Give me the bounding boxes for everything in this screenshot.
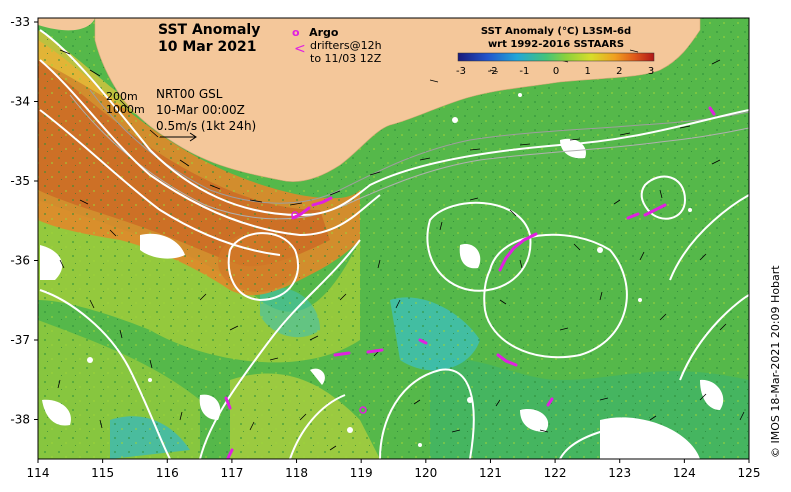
bathymetry-1000m xyxy=(69,94,749,220)
drifter-symbol-icon: < xyxy=(294,41,306,57)
colorbar-tick-label: 1 xyxy=(584,66,591,77)
x-tick-label: 116 xyxy=(156,466,179,480)
colorbar-title-line2: wrt 1992-2016 SSTAARS xyxy=(487,39,625,50)
x-tick-label: 117 xyxy=(220,466,243,480)
x-tick-label: 114 xyxy=(27,466,50,480)
x-tick-label: 122 xyxy=(544,466,567,480)
colorbar-tick-label: 3 xyxy=(647,66,655,77)
x-tick-label: 125 xyxy=(738,466,761,480)
x-tick-label: 118 xyxy=(285,466,308,480)
x-tick-label: 123 xyxy=(608,466,631,480)
contour-1000m-label: 1000m xyxy=(106,103,145,116)
colorbar xyxy=(457,52,655,62)
argo-label: Argo xyxy=(309,26,339,39)
current-vectors xyxy=(57,49,745,451)
colorbar-title: SST Anomaly (°C) L3SM-6d wrt 1992-2016 S… xyxy=(458,25,654,51)
x-tick-label: 121 xyxy=(479,466,502,480)
map-title: SST Anomaly 10 Mar 2021 xyxy=(158,22,260,56)
nrt-timestamp: 10-Mar 00:00Z xyxy=(156,103,245,117)
colorbar-tick-label: -2 xyxy=(487,66,498,77)
bathymetry-200m xyxy=(89,89,749,204)
title-line1: SST Anomaly xyxy=(158,22,261,38)
map-plot-area xyxy=(38,18,749,459)
y-tick-label: -38 xyxy=(10,413,30,427)
x-tick-label: 119 xyxy=(350,466,373,480)
x-tick-label: 124 xyxy=(673,466,696,480)
colorbar-tick-label: 2 xyxy=(616,66,623,77)
contour-labels: 200m 1000m xyxy=(106,90,145,116)
colorbar-tick-label: -1 xyxy=(519,66,530,77)
x-axis: 114 115 116 117 118 119 120 121 122 123 124 125 xyxy=(27,459,761,480)
y-tick-label: -33 xyxy=(10,15,30,29)
x-tick-label: 115 xyxy=(91,466,114,480)
cloud-gaps xyxy=(40,93,724,459)
contour-200m-label: 200m xyxy=(106,90,138,103)
scale-arrow-icon xyxy=(160,132,197,142)
land-mass-west xyxy=(38,18,95,31)
argo-symbol-icon: o xyxy=(292,26,300,39)
colorbar-tick-label: 0 xyxy=(552,66,560,77)
nrt-info: NRT00 GSL 10-Mar 00:00Z 0.5m/s (1kt 24h) xyxy=(156,86,256,134)
drifter-label-line2: to 11/03 12Z xyxy=(310,52,382,65)
colorbar-title-line1: SST Anomaly (°C) L3SM-6d xyxy=(480,26,632,37)
colorbar-tick-label: -3 xyxy=(456,66,466,77)
credit-text: © IMOS 18-Mar-2021 20:09 Hobart xyxy=(769,265,782,458)
y-axis: -33 -34 -35 -36 -37 -38 xyxy=(10,15,38,427)
nrt-product: NRT00 GSL xyxy=(156,87,223,101)
x-tick-label: 120 xyxy=(414,466,437,480)
drifter-label-line1: drifters@12h xyxy=(310,39,382,52)
plot-frame xyxy=(37,17,750,460)
y-tick-label: -35 xyxy=(10,174,30,188)
drifter-tracks xyxy=(224,106,716,459)
ssh-contours xyxy=(39,29,749,459)
argo-floats xyxy=(291,211,367,414)
title-date: 10 Mar 2021 xyxy=(158,39,257,55)
y-tick-label: -37 xyxy=(10,333,30,347)
legend: o Argo < drifters@12h to 11/03 12Z xyxy=(292,26,382,65)
y-tick-label: -34 xyxy=(10,95,30,109)
nrt-scale: 0.5m/s (1kt 24h) xyxy=(156,119,257,133)
y-tick-label: -36 xyxy=(10,254,30,268)
